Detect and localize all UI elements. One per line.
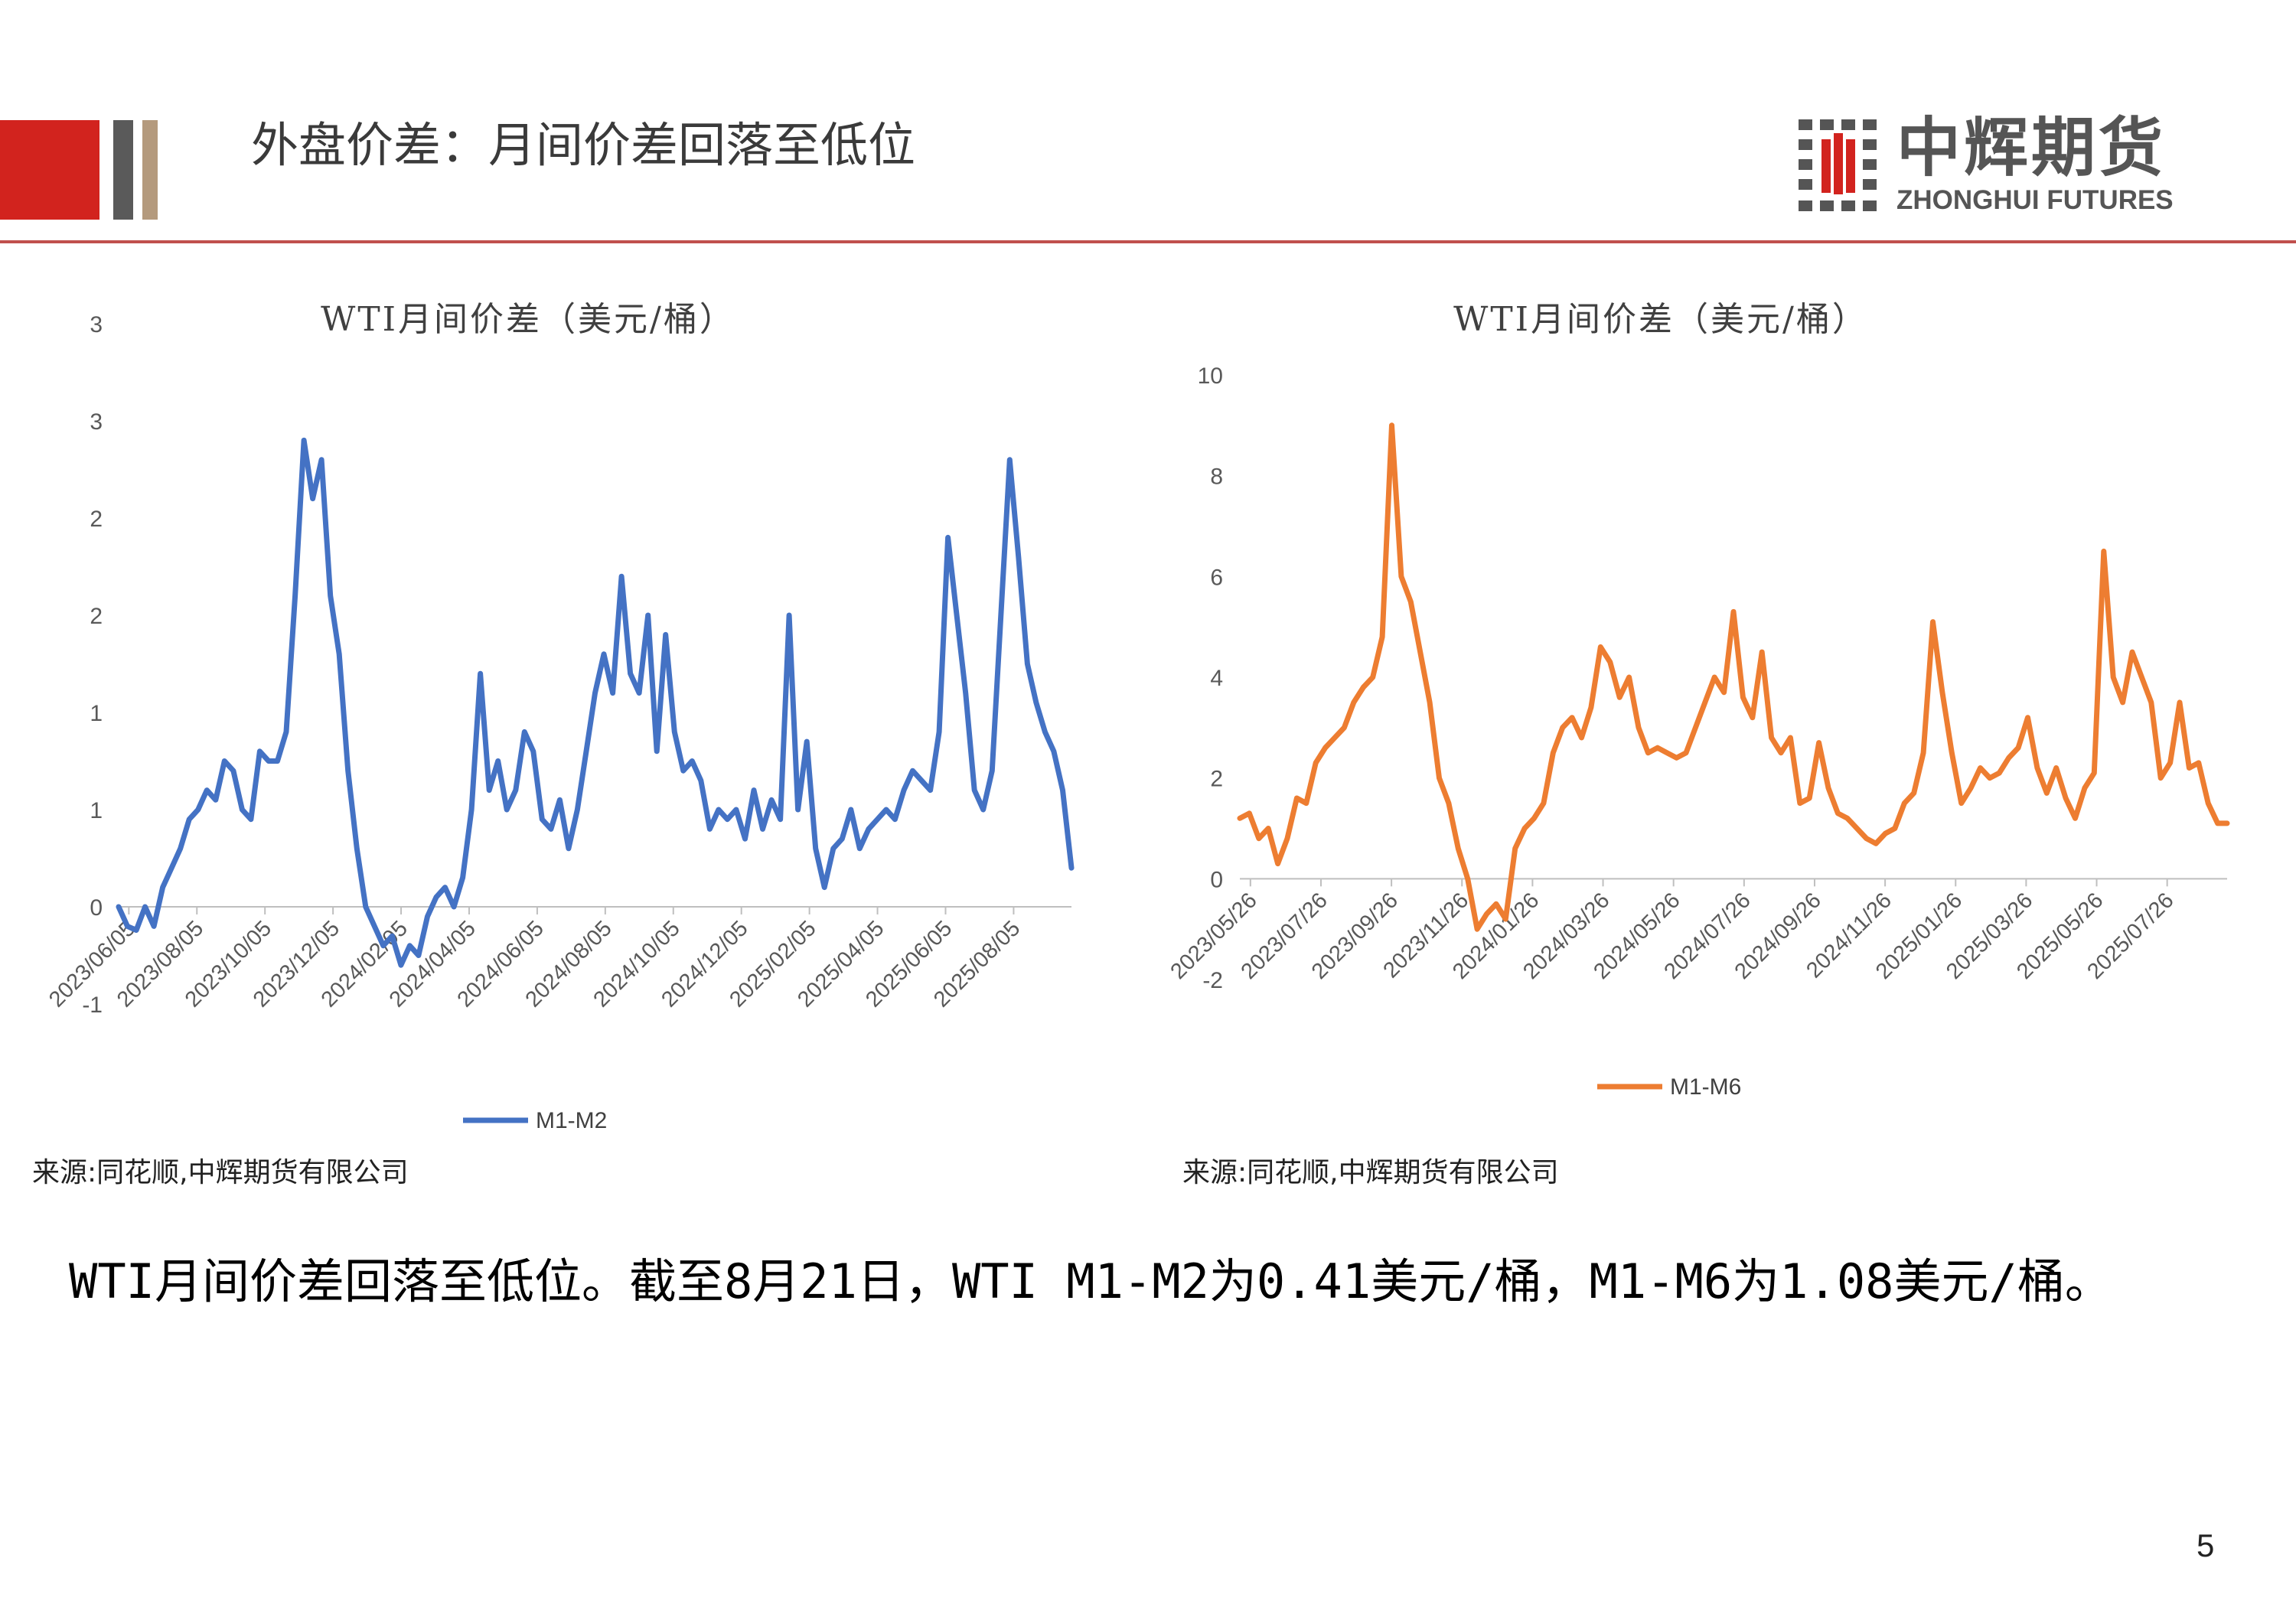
m1-m6-series-line (1237, 422, 2230, 932)
m1-m6-y-tick-label: 10 (1198, 363, 1223, 389)
m1-m6-legend-label: M1-M6 (1670, 1074, 1741, 1100)
chart-m1-m2: WTI月间价差（美元/桶） 0 1 1 2 2 3 3 -1 2023/06/05 2023/08/… (0, 275, 1125, 1156)
m1-m6-y-tick-label: 4 (1210, 666, 1223, 691)
m1-m2-y-tick-label: 1 (90, 798, 103, 823)
m1-m2-y-tick-label: 3 (90, 312, 103, 337)
m1-m6-y-tick-label: 2 (1210, 767, 1223, 792)
page-title: 外盘价差：月间价差回落至低位 (251, 117, 916, 173)
header-accent-tan (142, 120, 158, 220)
chart-m1-m6: WTI月间价差（美元/桶） -2 0 2 4 6 8 10 2023/05/26 2023/07/… (1133, 275, 2265, 1156)
source-note-left: 来源:同花顺,中辉期货有限公司 (32, 1157, 409, 1188)
m1-m2-series-line (116, 437, 1075, 968)
chart-m1-m6-svg: WTI月间价差（美元/桶）-202468102023/05/262023/07/… (1166, 300, 2230, 1100)
m1-m2-y-tick-label: 2 (90, 507, 103, 532)
m1-m2-y-tick-label: 0 (90, 895, 103, 921)
m1-m2-title: WTI月间价差（美元/桶） (321, 300, 735, 339)
logo-english-name: ZHONGHUI FUTURES (1896, 185, 2174, 215)
m1-m2-y-tick-label: 3 (90, 409, 103, 435)
summary-text: WTI月间价差回落至低位。截至8月21日，WTI M1-M2为0.41美元/桶，… (69, 1253, 2112, 1309)
company-logo: 中辉期货 ZHONGHUI FUTURES (1799, 110, 2174, 220)
chart-m1-m2-svg: WTI月间价差（美元/桶）0112233-12023/06/052023/08/… (44, 300, 1075, 1133)
m1-m6-y-tick-label: 0 (1210, 867, 1223, 892)
header-accent-gray (113, 120, 133, 220)
m1-m6-y-tick-label: -2 (1202, 968, 1223, 993)
m1-m2-y-tick-label: -1 (82, 993, 103, 1018)
header-accent-red (0, 120, 99, 220)
logo-mark-icon (1799, 119, 1877, 211)
m1-m2-legend-label: M1-M2 (536, 1108, 607, 1133)
page-number: 5 (2197, 1527, 2215, 1563)
m1-m6-y-tick-label: 8 (1210, 464, 1223, 490)
m1-m2-y-tick-label: 2 (90, 604, 103, 629)
source-note-right: 来源:同花顺,中辉期货有限公司 (1182, 1157, 1559, 1188)
logo-chinese-name: 中辉期货 (1896, 110, 2167, 185)
m1-m6-y-tick-label: 6 (1210, 565, 1223, 590)
m1-m6-title: WTI月间价差（美元/桶） (1453, 300, 1868, 339)
header-divider (0, 240, 2296, 243)
m1-m2-y-tick-label: 1 (90, 701, 103, 726)
